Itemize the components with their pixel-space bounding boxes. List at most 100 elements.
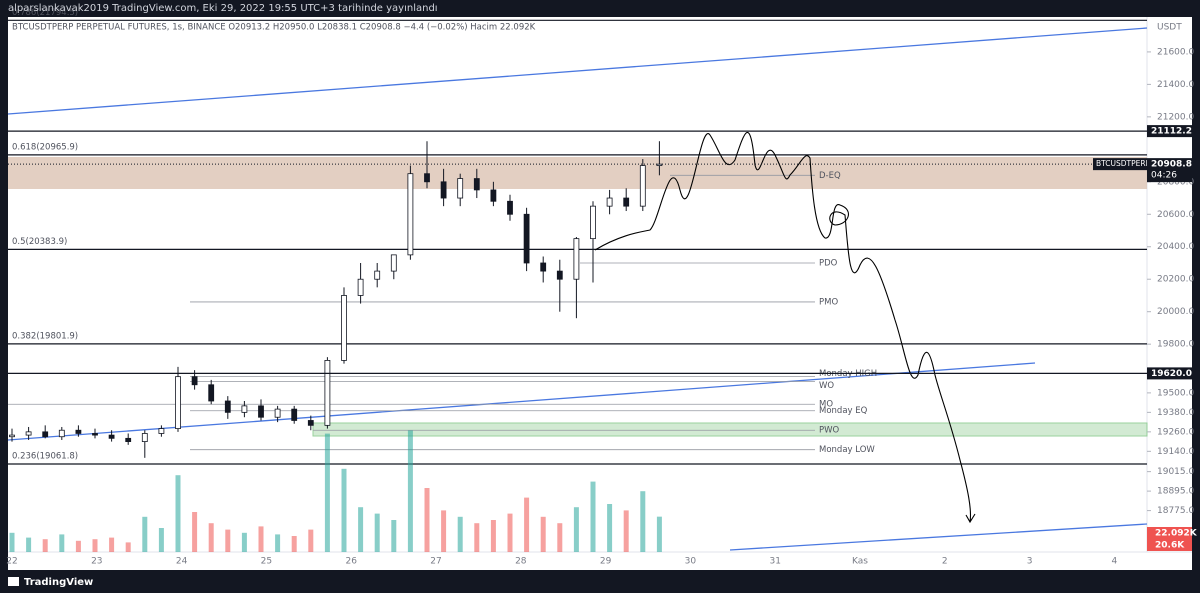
marker-label: 19620.0 bbox=[1151, 369, 1192, 379]
level-label: PWO bbox=[819, 426, 840, 436]
level-label: MO bbox=[819, 400, 833, 410]
volume-bar bbox=[241, 532, 247, 552]
volume-bar bbox=[407, 430, 413, 552]
volume-bar bbox=[42, 539, 48, 552]
volume-bar bbox=[142, 516, 148, 552]
x-tick-label: 27 bbox=[430, 557, 441, 567]
candle-body bbox=[258, 405, 264, 418]
y-tick-label: 21400.0 bbox=[1157, 80, 1194, 90]
volume-bar bbox=[324, 433, 330, 552]
volume-bar bbox=[391, 520, 397, 552]
y-tick-label: 18775.0 bbox=[1157, 506, 1194, 516]
brand-logo bbox=[8, 577, 19, 586]
candle-body bbox=[639, 165, 646, 207]
candle-body bbox=[523, 213, 530, 264]
candle-body bbox=[191, 376, 198, 386]
volume-bar bbox=[524, 497, 530, 552]
volume-bar bbox=[424, 488, 430, 552]
volume-bar bbox=[92, 539, 98, 552]
level-label: PDO bbox=[819, 258, 838, 268]
candle-body bbox=[291, 408, 298, 421]
x-tick-label: 23 bbox=[91, 557, 102, 567]
volume-label: 20.6K bbox=[1155, 541, 1185, 551]
candle-body bbox=[25, 431, 32, 436]
level-label: Monday LOW bbox=[819, 445, 875, 455]
volume-bar bbox=[540, 516, 546, 552]
y-tick-label: 19260.0 bbox=[1157, 427, 1194, 437]
publish-info: alparslankavak2019 TradingView.com, Eki … bbox=[8, 3, 438, 14]
y-tick-label: 19140.0 bbox=[1157, 447, 1194, 457]
volume-bar bbox=[557, 523, 563, 552]
y-tick-label: 18895.0 bbox=[1157, 487, 1194, 497]
x-tick-label: 3 bbox=[1027, 557, 1033, 567]
candle-body bbox=[507, 200, 513, 215]
level-label: 0.5(20383.9) bbox=[12, 237, 67, 247]
level-label: 0.786(21794.5) bbox=[12, 8, 78, 18]
price-axis: 21600.0 21400.0 21200.0 20800.0 20600.0 20400… bbox=[1147, 47, 1194, 516]
volume-bar bbox=[590, 481, 596, 552]
y-tick-label: 20800.0 bbox=[1157, 177, 1194, 187]
countdown-label: 04:26 bbox=[1151, 171, 1177, 181]
candle-body bbox=[241, 405, 248, 413]
marker-box bbox=[1147, 367, 1192, 380]
candle-body bbox=[42, 431, 49, 438]
last-price-label: 20908.8 bbox=[1151, 160, 1192, 170]
candle-body bbox=[473, 178, 480, 191]
volume-bar bbox=[59, 534, 65, 552]
y-tick-label: 19800.0 bbox=[1157, 340, 1194, 350]
candle-body bbox=[573, 238, 580, 280]
candle-body bbox=[324, 360, 331, 426]
level-label: Monday HIGH bbox=[819, 369, 877, 379]
trend-line bbox=[7, 27, 1148, 115]
volume-bar bbox=[573, 507, 579, 552]
x-tick-label: 2 bbox=[942, 557, 948, 567]
volume-bar bbox=[457, 516, 463, 552]
volume-box bbox=[1147, 527, 1192, 539]
volume-bar bbox=[208, 523, 214, 552]
y-tick-label: 19380.0 bbox=[1157, 408, 1194, 418]
candle-body bbox=[9, 434, 15, 438]
volume-bar bbox=[474, 523, 480, 552]
candle-body bbox=[490, 189, 497, 202]
hand-drawn-projection bbox=[594, 131, 976, 524]
candle-body bbox=[92, 433, 98, 436]
volume-bar bbox=[275, 534, 281, 552]
x-tick-label: 25 bbox=[261, 557, 272, 567]
volume-bar bbox=[358, 507, 364, 552]
volume-label: 22.092K bbox=[1155, 529, 1198, 539]
candle-body bbox=[440, 181, 447, 199]
candle-body bbox=[606, 197, 613, 207]
candle-body bbox=[390, 254, 397, 272]
candle-body bbox=[540, 262, 547, 272]
y-tick-label: 19500.0 bbox=[1157, 388, 1194, 398]
volume-box bbox=[1147, 539, 1192, 551]
supply-zone bbox=[8, 157, 1147, 189]
volume-bar bbox=[192, 512, 198, 552]
level-label: 0.236(19061.8) bbox=[12, 452, 78, 462]
volume-bar bbox=[75, 540, 81, 552]
x-tick-label: Kas bbox=[852, 557, 868, 567]
volume-bar bbox=[158, 528, 164, 552]
x-tick-label: 22 bbox=[6, 557, 17, 567]
candle-body bbox=[58, 429, 65, 438]
volume-bar bbox=[341, 468, 347, 552]
candle-body bbox=[274, 408, 281, 418]
x-tick-label: 29 bbox=[600, 557, 612, 567]
candle-body bbox=[341, 295, 347, 361]
symbol-box bbox=[1093, 158, 1147, 171]
candle-body bbox=[357, 278, 364, 296]
volume-bar bbox=[374, 513, 380, 552]
volume-bar bbox=[26, 537, 32, 552]
volume-bar bbox=[490, 520, 496, 552]
volume-bar bbox=[607, 504, 613, 552]
level-label: WO bbox=[819, 381, 834, 391]
x-tick-label: 31 bbox=[769, 557, 780, 567]
y-tick-label: 21200.0 bbox=[1157, 112, 1194, 122]
candle-body bbox=[556, 270, 563, 280]
volume-bar bbox=[109, 537, 115, 552]
volume-bar bbox=[291, 536, 297, 552]
candle-body bbox=[374, 270, 381, 280]
level-label: Monday EQ bbox=[819, 406, 868, 416]
